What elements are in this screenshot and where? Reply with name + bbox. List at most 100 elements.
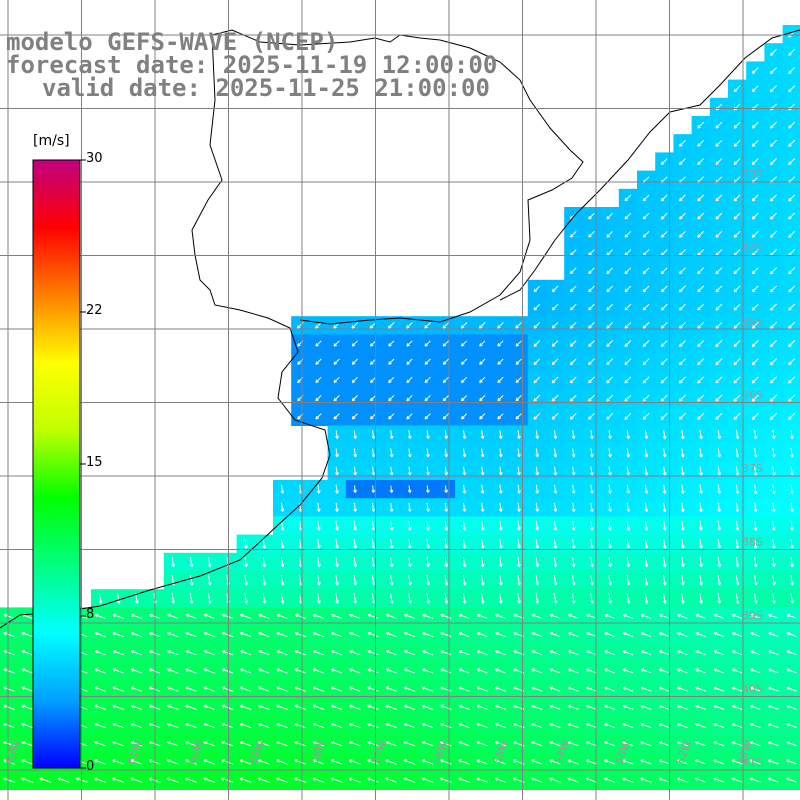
wind-arrow: [769, 194, 777, 202]
wind-arrow: [769, 285, 777, 293]
wind-arrow: [713, 686, 725, 692]
wind-arrow: [348, 777, 361, 783]
wind-arrow: [731, 650, 743, 656]
wind-arrow: [244, 538, 248, 549]
wind-arrow: [535, 448, 540, 458]
wind-arrow: [642, 321, 650, 329]
wind-arrow: [699, 556, 703, 568]
wind-arrow: [681, 574, 685, 586]
wind-arrow: [439, 777, 452, 783]
wind-arrow: [640, 704, 652, 710]
wind-arrow: [660, 194, 668, 202]
wind-arrow: [786, 759, 798, 765]
wind-arrow: [221, 686, 234, 692]
wind-arrow: [421, 704, 434, 710]
wind-arrow: [569, 412, 577, 420]
wind-arrow: [203, 759, 216, 765]
wind-arrow: [495, 613, 506, 619]
wind-arrow: [660, 212, 668, 220]
wind-arrow: [257, 759, 270, 765]
wind-arrow: [316, 502, 321, 512]
wind-arrow: [586, 613, 597, 619]
wind-arrow: [498, 448, 503, 458]
wind-arrow: [622, 650, 634, 656]
wind-arrow: [569, 322, 577, 329]
wind-arrow: [751, 67, 759, 74]
wind-arrow: [479, 376, 486, 384]
wind-arrow: [606, 358, 614, 366]
wind-arrow: [444, 538, 449, 549]
wind-arrow: [733, 376, 741, 384]
wind-arrow: [753, 502, 758, 513]
wind-arrow: [531, 650, 543, 656]
wind-arrow: [221, 704, 234, 710]
lat-label: 34S: [742, 242, 763, 255]
wind-arrow: [604, 613, 615, 619]
wind-arrow: [660, 394, 668, 402]
wind-arrow: [294, 650, 306, 656]
wind-arrow: [403, 650, 415, 656]
wind-arrow: [371, 520, 376, 531]
wind-arrow: [553, 466, 558, 476]
wind-arrow: [389, 520, 394, 531]
wind-arrow: [258, 722, 270, 729]
wind-arrow: [551, 394, 559, 402]
wind-arrow: [715, 394, 723, 402]
wind-arrow: [185, 631, 197, 638]
wind-arrow: [788, 48, 796, 56]
wind-arrow: [695, 686, 706, 692]
wind-arrow: [588, 322, 595, 329]
wind-arrow: [389, 574, 394, 586]
wind-arrow: [171, 556, 176, 568]
wind-arrow: [590, 593, 594, 604]
wind-arrow: [751, 267, 759, 275]
wind-arrow: [769, 48, 777, 56]
wind-arrow: [585, 777, 598, 783]
wind-arrow: [768, 650, 779, 656]
wind-arrow: [624, 358, 632, 366]
wind-arrow: [731, 741, 743, 747]
wind-arrow: [569, 358, 577, 366]
wind-arrow: [660, 412, 668, 420]
wind-arrow: [715, 412, 723, 420]
wind-arrow: [458, 686, 470, 692]
wind-arrow: [733, 285, 741, 293]
wind-arrow: [772, 484, 776, 494]
wind-arrow: [622, 668, 634, 674]
wind-arrow: [658, 722, 670, 729]
wind-arrow: [790, 429, 794, 440]
wind-arrow: [588, 267, 595, 275]
lat-label: 37S: [742, 462, 763, 475]
wind-arrow: [571, 448, 576, 458]
wind-arrow: [731, 704, 743, 710]
wind-arrow: [533, 376, 541, 384]
wind-arrow: [790, 556, 794, 568]
wind-arrow: [317, 538, 321, 549]
wind-arrow: [751, 230, 759, 238]
coastline-east: [499, 29, 800, 301]
wind-arrow: [606, 394, 614, 402]
wind-arrow: [112, 631, 124, 638]
wind-arrow: [262, 556, 267, 568]
wind-arrow: [312, 668, 325, 674]
wind-arrow: [769, 139, 777, 147]
wind-arrow: [294, 613, 306, 619]
wind-arrow: [167, 613, 179, 619]
wind-arrow: [422, 668, 434, 674]
wind-arrow: [497, 358, 504, 365]
wind-arrow: [221, 740, 234, 747]
wind-arrow: [94, 686, 106, 692]
wind-arrow: [586, 650, 597, 656]
wind-arrow: [571, 574, 576, 586]
wind-arrow: [422, 613, 433, 619]
wind-arrow: [371, 574, 376, 586]
wind-arrow: [331, 631, 343, 638]
wind-arrow: [244, 593, 248, 604]
wind-arrow: [367, 668, 379, 674]
wind-arrow: [715, 321, 723, 329]
wind-arrow: [280, 538, 285, 549]
wind-arrow: [790, 574, 794, 586]
wind-arrow: [116, 593, 121, 604]
wind-arrow: [590, 574, 594, 586]
